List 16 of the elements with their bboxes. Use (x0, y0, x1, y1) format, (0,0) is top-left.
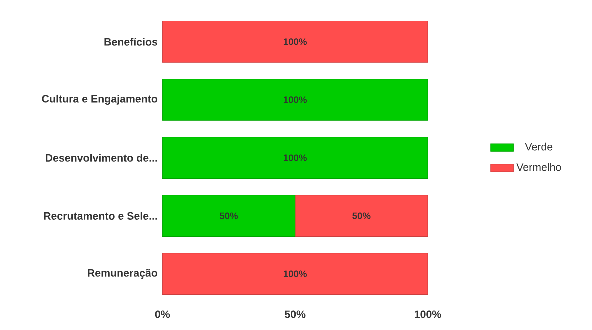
y-tick-label: Cultura e Engajamento (42, 94, 158, 105)
x-tick-label: 50% (284, 310, 306, 318)
y-tick-label: Benefícios (104, 38, 158, 46)
data-label: 50% (352, 212, 371, 220)
data-label: 100% (284, 154, 308, 162)
x-tick-label: 0% (155, 310, 170, 318)
data-label: 50% (220, 212, 238, 220)
y-tick-label: Remuneração (88, 269, 158, 280)
data-label: 100% (284, 38, 308, 46)
x-tick-label: 100% (415, 310, 442, 318)
data-label: 100% (284, 270, 308, 278)
legend-label: Vermelho (516, 163, 562, 172)
legend-label: Verde (525, 142, 553, 151)
y-tick-label: Desenvolvimento de... (46, 154, 158, 162)
y-tick-label: Recrutamento e Sele... (44, 212, 158, 220)
data-label: 100% (284, 96, 308, 104)
